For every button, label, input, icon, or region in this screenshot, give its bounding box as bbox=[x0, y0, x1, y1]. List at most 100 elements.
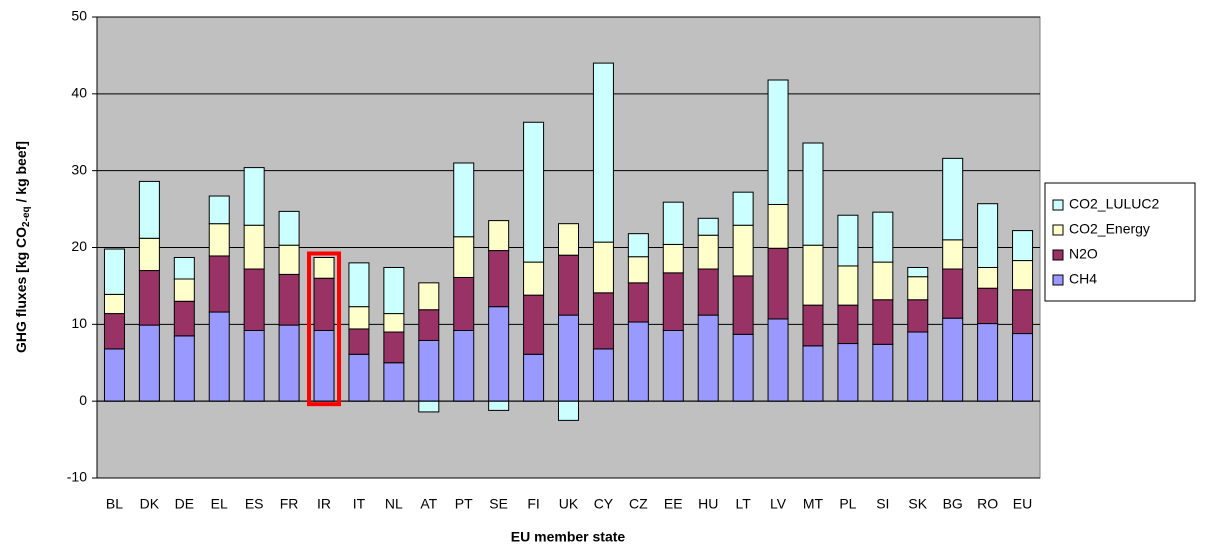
y-tick-label: 30 bbox=[71, 161, 87, 177]
bar-segment bbox=[907, 331, 929, 402]
bar-segment bbox=[383, 266, 405, 315]
bar-segment bbox=[523, 294, 545, 355]
bar-segment bbox=[523, 121, 545, 263]
legend-swatch bbox=[1052, 249, 1064, 261]
bar-segment bbox=[173, 300, 195, 337]
bar-segment bbox=[627, 233, 649, 258]
bar-segment bbox=[977, 266, 999, 289]
legend-label: N2O bbox=[1069, 246, 1098, 262]
bar-segment bbox=[1012, 333, 1034, 402]
bar-segment bbox=[558, 314, 579, 402]
legend-label: CO2_LULUC2 bbox=[1069, 196, 1159, 212]
bar-segment bbox=[278, 244, 300, 275]
bar-segment bbox=[313, 329, 335, 402]
legend-swatch bbox=[1052, 274, 1064, 286]
bar-segment bbox=[942, 268, 964, 319]
x-tick-label: NL bbox=[385, 496, 403, 512]
bar-segment bbox=[488, 220, 510, 252]
bar-segment bbox=[138, 270, 160, 326]
bar-segment bbox=[103, 348, 125, 402]
bar-segment bbox=[1012, 289, 1034, 335]
bar-segment bbox=[977, 203, 999, 268]
bar-segment bbox=[558, 254, 579, 316]
x-tick-label: RO bbox=[977, 496, 998, 512]
bar-segment bbox=[488, 400, 510, 411]
x-tick-label: SI bbox=[876, 496, 889, 512]
x-tick-label: FR bbox=[280, 496, 299, 512]
bar-segment bbox=[907, 266, 929, 278]
bar-segment bbox=[383, 331, 405, 364]
y-title-sub: 2-eq bbox=[21, 206, 32, 227]
highlight-box bbox=[307, 251, 342, 407]
x-tick-label: BG bbox=[943, 496, 963, 512]
bar-segment bbox=[627, 321, 649, 402]
bar-segment bbox=[173, 335, 195, 402]
x-tick-label: DE bbox=[175, 496, 194, 512]
bar-segment bbox=[348, 262, 370, 308]
x-tick-label: FI bbox=[527, 496, 539, 512]
bar-segment bbox=[767, 79, 789, 205]
x-tick-label: IT bbox=[353, 496, 366, 512]
bar-segment bbox=[697, 268, 719, 316]
bar-segment bbox=[662, 243, 684, 274]
bar-segment bbox=[662, 329, 684, 402]
y-tick-label: 20 bbox=[71, 238, 87, 254]
x-tick-label: IR bbox=[317, 496, 331, 512]
bar-segment bbox=[348, 353, 370, 402]
bar-segment bbox=[103, 248, 125, 295]
bar-segment bbox=[278, 324, 300, 402]
bar-segment bbox=[837, 343, 859, 402]
y-tick-label: -10 bbox=[67, 469, 87, 485]
x-tick-label: PT bbox=[455, 496, 473, 512]
bar-segment bbox=[837, 265, 859, 306]
bar-segment bbox=[802, 345, 824, 402]
bar-segment bbox=[872, 343, 894, 402]
bar-segment bbox=[173, 256, 195, 280]
bar-segment bbox=[313, 277, 335, 331]
bar-segment bbox=[802, 244, 824, 306]
x-tick-label: EL bbox=[211, 496, 228, 512]
bar-segment bbox=[453, 236, 475, 278]
x-tick-label: ES bbox=[245, 496, 264, 512]
bar-segment bbox=[942, 157, 964, 241]
bar-segment bbox=[488, 306, 510, 402]
x-tick-label: LT bbox=[735, 496, 751, 512]
bar-segment bbox=[697, 217, 719, 236]
x-tick-label: DK bbox=[140, 496, 160, 512]
bar-segment bbox=[138, 324, 160, 402]
legend-label: CO2_Energy bbox=[1069, 221, 1150, 237]
x-tick-label: BL bbox=[106, 496, 123, 512]
legend-label: CH4 bbox=[1069, 271, 1097, 287]
bar-segment bbox=[767, 247, 789, 320]
bar-segment bbox=[662, 272, 684, 331]
bar-segment bbox=[418, 309, 440, 341]
bar-segment bbox=[697, 314, 719, 402]
bar-segment bbox=[558, 400, 579, 421]
bar-segment bbox=[592, 241, 614, 294]
bar-segment bbox=[592, 62, 614, 243]
bar-segment bbox=[523, 353, 545, 402]
bar-segment bbox=[453, 162, 475, 238]
bar-segment bbox=[942, 317, 964, 402]
bar-segment bbox=[732, 224, 754, 277]
bar-segment bbox=[383, 362, 405, 402]
bar-segment bbox=[208, 255, 230, 313]
bar-segment bbox=[523, 261, 545, 296]
bar-segment bbox=[313, 256, 335, 279]
bar-segment bbox=[1012, 230, 1034, 262]
bar-segment bbox=[558, 223, 579, 256]
x-tick-label: UK bbox=[559, 496, 579, 512]
bar-segment bbox=[243, 268, 265, 331]
x-axis-title: EU member state bbox=[511, 529, 626, 545]
bar-segment bbox=[138, 180, 160, 239]
y-title-prefix: GHG fluxes [kg CO bbox=[13, 227, 29, 353]
bar-segment bbox=[1012, 260, 1034, 291]
x-tick-label: AT bbox=[420, 496, 437, 512]
bar-segment bbox=[243, 224, 265, 270]
bar-segment bbox=[383, 313, 405, 333]
bar-segment bbox=[418, 282, 440, 311]
bar-segment bbox=[942, 239, 964, 270]
x-tick-label: EU bbox=[1013, 496, 1032, 512]
bar-segment bbox=[662, 201, 684, 245]
